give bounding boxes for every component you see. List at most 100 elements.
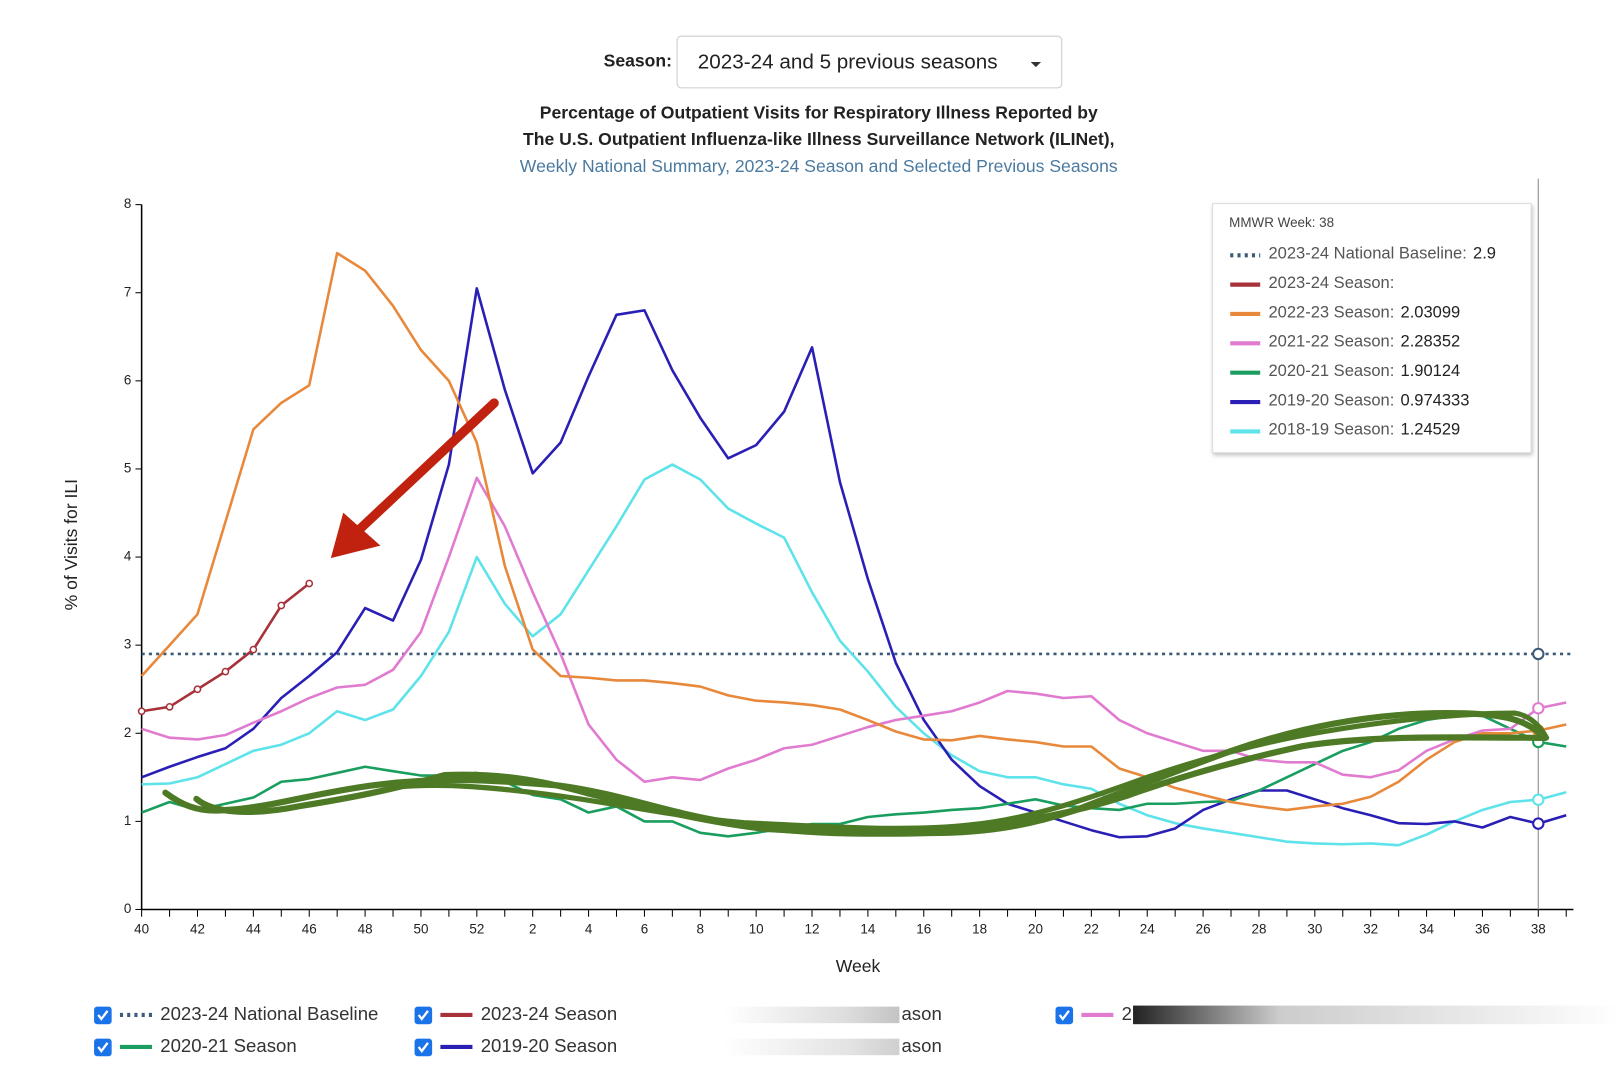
- series-line: [141, 287, 1567, 839]
- legend-label[interactable]: ason: [901, 1035, 941, 1056]
- tooltip-label: 2020-21 Season:: [1268, 361, 1394, 380]
- x-tick-label: 6: [641, 922, 648, 937]
- x-tick-label: 42: [190, 922, 205, 937]
- series-marker: [193, 685, 202, 694]
- x-tick-label: 50: [413, 922, 428, 937]
- x-tick-label: 22: [1084, 922, 1099, 937]
- hand-drawn-curve: [193, 734, 1549, 836]
- x-tick-label: 40: [134, 922, 149, 937]
- y-tick-label: 5: [124, 460, 131, 475]
- legend-label[interactable]: 2023-24 Season: [481, 1003, 617, 1024]
- series-marker: [221, 667, 230, 676]
- tooltip-label: 2023-24 Season:: [1268, 273, 1394, 292]
- legend-label[interactable]: 2023-24 National Baseline: [160, 1003, 378, 1024]
- x-tick-label: 20: [1028, 922, 1043, 937]
- legend-check[interactable]: [1058, 1010, 1070, 1021]
- tooltip-label: 2019-20 Season:: [1268, 390, 1394, 409]
- y-tick-label: 1: [124, 813, 131, 828]
- y-tick-label: 7: [124, 284, 131, 299]
- x-tick-label: 10: [749, 922, 764, 937]
- chart-subtitle: Weekly National Summary, 2023-24 Season …: [520, 156, 1118, 176]
- y-tick-label: 0: [124, 901, 131, 916]
- legend-obscured: [723, 1006, 900, 1024]
- y-tick-label: 3: [124, 637, 131, 652]
- hover-marker: [1532, 793, 1545, 806]
- legend-label[interactable]: ason: [901, 1003, 941, 1024]
- hover-marker: [1532, 647, 1545, 661]
- tooltip-value: 0.974333: [1401, 390, 1470, 409]
- legend: 2023-24 National Baseline 2023-24 Season a…: [94, 1003, 1621, 1057]
- tooltip-value: 2.9: [1473, 244, 1496, 263]
- legend-label[interactable]: 2019-20 Season: [481, 1035, 617, 1056]
- series-marker: [305, 579, 314, 588]
- legend-obscured: [1133, 1005, 1621, 1025]
- legend-check[interactable]: [97, 1010, 109, 1021]
- tooltip-value: 2.03099: [1401, 302, 1461, 321]
- x-tick-label: 14: [860, 922, 875, 937]
- tooltip: MMWR Week: 38 2023-24 National Baseline: 2…: [1212, 203, 1532, 454]
- legend-label[interactable]: 2: [1122, 1003, 1132, 1024]
- series-line: [140, 251, 1567, 812]
- x-tick-label: 28: [1251, 922, 1266, 937]
- x-axis-label: Week: [836, 956, 881, 976]
- x-tick-label: 44: [246, 922, 261, 937]
- tooltip-label: 2021-22 Season:: [1268, 332, 1394, 351]
- x-tick-label: 34: [1419, 922, 1434, 937]
- hand-drawn-curve: [388, 710, 1550, 831]
- x-tick-label: 24: [1140, 922, 1155, 937]
- x-tick-label: 8: [697, 922, 704, 937]
- legend-check[interactable]: [97, 1042, 109, 1053]
- tooltip-value: 1.24529: [1401, 420, 1461, 439]
- hover-marker: [1532, 702, 1545, 715]
- series-marker: [249, 645, 258, 654]
- tooltip-value: 2.28352: [1401, 332, 1461, 351]
- tooltip-label: 2018-19 Season:: [1268, 420, 1394, 439]
- x-tick-label: 38: [1531, 922, 1546, 937]
- tooltip-value: 1.90124: [1401, 361, 1461, 380]
- legend-label[interactable]: 2020-21 Season: [160, 1035, 296, 1056]
- y-axis-label: % of Visits for ILI: [61, 479, 81, 610]
- y-tick-label: 2: [124, 725, 131, 740]
- series-marker: [137, 707, 146, 716]
- chart-title: Percentage of Outpatient Visits for Resp…: [540, 102, 1098, 122]
- tooltip-title: MMWR Week: 38: [1229, 215, 1334, 230]
- y-tick-label: 8: [124, 196, 131, 211]
- dropdown-caret[interactable]: [1030, 62, 1042, 68]
- x-tick-label: 46: [302, 922, 317, 937]
- series-line: [141, 476, 1567, 784]
- tooltip-label: 2023-24 National Baseline:: [1268, 244, 1466, 263]
- x-tick-label: 26: [1196, 922, 1211, 937]
- x-tick-label: 48: [358, 922, 373, 937]
- season-label: Season:: [604, 51, 672, 71]
- x-tick-label: 16: [916, 922, 931, 937]
- x-tick-label: 4: [585, 922, 593, 937]
- x-tick-label: 36: [1475, 922, 1490, 937]
- annotations: [162, 398, 1550, 837]
- x-tick-label: 12: [805, 922, 820, 937]
- dropdown-box[interactable]: [676, 35, 1063, 89]
- series-marker: [277, 601, 286, 610]
- legend-check[interactable]: [417, 1042, 429, 1053]
- chart-title: The U.S. Outpatient Influenza-like Illne…: [523, 129, 1114, 149]
- series-line: [141, 714, 1567, 838]
- y-tick-label: 4: [124, 549, 132, 564]
- y-tick-label: 6: [124, 372, 131, 387]
- x-tick-label: 30: [1307, 922, 1322, 937]
- tooltip-box: [1212, 203, 1532, 454]
- legend-check[interactable]: [417, 1010, 429, 1021]
- legend-obscured: [723, 1038, 900, 1056]
- arrow-head: [330, 512, 381, 559]
- x-tick-label: 32: [1363, 922, 1378, 937]
- hover-marker: [1532, 817, 1545, 830]
- x-tick-label: 52: [469, 922, 484, 937]
- x-tick-label: 2: [529, 922, 536, 937]
- season-dropdown[interactable]: 2023-24 and 5 previous seasons: [676, 35, 1063, 89]
- tooltip-label: 2022-23 Season:: [1268, 302, 1394, 321]
- dropdown-value[interactable]: 2023-24 and 5 previous seasons: [698, 50, 998, 73]
- arrow-shaft: [355, 398, 499, 534]
- x-tick-label: 18: [972, 922, 987, 937]
